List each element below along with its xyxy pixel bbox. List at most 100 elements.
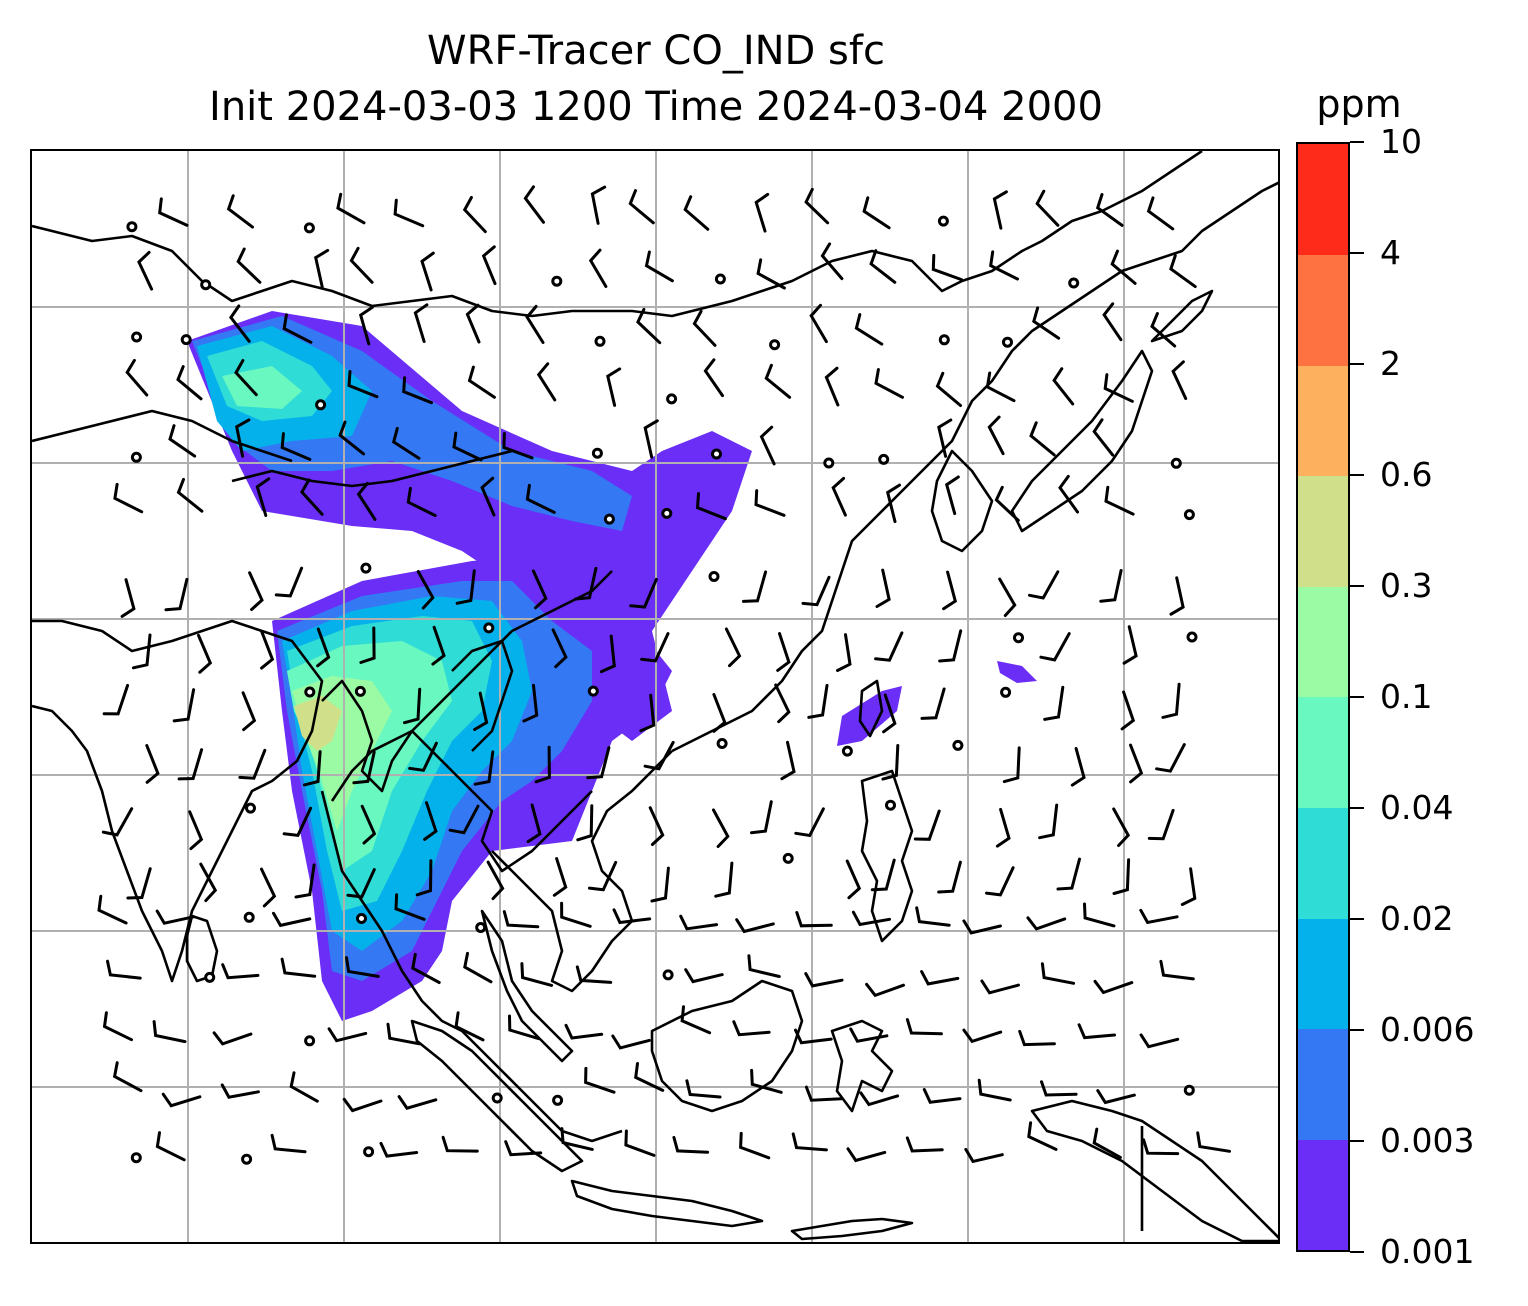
wind-barb <box>274 566 304 598</box>
wind-barb <box>272 911 312 928</box>
wind-barb <box>97 894 128 925</box>
wind-barb <box>137 250 154 291</box>
wind-barb <box>536 362 557 402</box>
wind-barb <box>915 906 951 927</box>
wind-barb <box>1120 690 1136 731</box>
wind-barb <box>481 245 497 286</box>
wind-barb <box>241 691 257 732</box>
wind-barb <box>862 196 891 230</box>
calm-wind-circles <box>126 215 1198 1165</box>
wind-barb <box>851 910 891 927</box>
wind-barb <box>640 632 670 663</box>
calm-wind-marker <box>304 686 316 698</box>
wind-barb <box>531 569 548 610</box>
wind-barb <box>314 248 330 289</box>
colorbar-tick <box>1350 585 1364 587</box>
colorbar-tick <box>1350 474 1364 476</box>
wind-barb <box>639 693 656 733</box>
wind-barb <box>650 866 670 903</box>
wind-barb <box>106 959 142 980</box>
wind-barb <box>467 365 496 399</box>
calm-wind-marker <box>303 222 315 234</box>
wind-barb <box>397 1095 438 1110</box>
wind-barb <box>420 251 435 292</box>
wind-barb <box>220 1083 260 1099</box>
wind-barb <box>1159 959 1195 981</box>
wind-barb <box>590 185 607 225</box>
colorbar-segment <box>1298 697 1348 809</box>
calm-wind-marker <box>356 913 367 924</box>
wind-barb <box>131 633 152 670</box>
wind-barb <box>480 476 496 517</box>
wind-barb <box>525 483 556 514</box>
wind-barb <box>473 691 489 731</box>
calm-wind-marker <box>315 399 327 411</box>
wind-barb <box>280 432 312 461</box>
wind-barb <box>1196 1131 1231 1153</box>
wind-barb <box>712 808 730 848</box>
calm-wind-marker <box>180 334 192 346</box>
wind-barb <box>282 313 313 344</box>
wind-barb <box>1171 360 1188 400</box>
coastlines-and-borders <box>32 151 1278 1242</box>
wind-barb <box>606 367 622 407</box>
calm-wind-marker <box>1000 686 1012 698</box>
wind-barb <box>534 745 551 784</box>
calm-wind-marker <box>241 1153 253 1165</box>
wind-barb <box>750 1068 783 1094</box>
colorbar-tick <box>1350 1140 1364 1142</box>
wind-barb <box>962 1028 1003 1044</box>
wind-barb <box>629 577 658 609</box>
calm-wind-marker <box>130 1152 142 1164</box>
wind-barb <box>831 476 847 517</box>
wind-barb <box>1112 807 1131 847</box>
wind-barb <box>1092 1127 1122 1159</box>
wind-barb <box>920 687 946 720</box>
wind-barb <box>463 951 493 984</box>
wind-barb <box>1040 1080 1078 1097</box>
wind-barb <box>1104 485 1135 516</box>
wind-barb <box>1103 373 1134 403</box>
calm-wind-marker <box>1013 632 1024 644</box>
calm-wind-marker <box>126 221 138 233</box>
wind-barb <box>235 418 251 458</box>
wind-barb <box>1029 421 1056 457</box>
colorbar-tick-label: 2 <box>1380 344 1401 383</box>
wind-barb <box>612 908 652 925</box>
wind-barb <box>794 807 825 838</box>
wind-barb <box>634 1062 665 1092</box>
wind-barb <box>804 972 844 988</box>
wind-barb <box>172 688 196 723</box>
wind-barb <box>120 578 136 618</box>
wind-barb <box>703 358 724 398</box>
wind-barb <box>504 1140 543 1157</box>
colorbar-segment <box>1298 254 1348 366</box>
wind-barb <box>845 859 862 900</box>
wind-barb <box>145 744 160 784</box>
wind-barb <box>454 1011 485 1042</box>
wind-barb <box>776 632 791 672</box>
calm-wind-marker <box>708 571 720 582</box>
wind-barb <box>935 371 962 407</box>
wind-barb <box>1169 254 1197 289</box>
wind-barb <box>255 477 271 517</box>
wind-barb <box>226 194 254 229</box>
wind-barb <box>152 1020 187 1044</box>
wind-barb <box>431 625 446 666</box>
wind-barb <box>346 868 376 899</box>
wind-barb <box>764 363 792 399</box>
wind-barb <box>756 258 786 290</box>
wind-barb <box>648 806 665 846</box>
calm-wind-marker <box>603 513 615 525</box>
wind-barb <box>155 1131 186 1162</box>
wind-barb <box>408 741 438 772</box>
wind-barb <box>1092 418 1115 457</box>
wind-barb <box>199 862 218 903</box>
wind-barb <box>552 857 568 897</box>
wind-barb <box>575 965 613 984</box>
calm-wind-marker <box>304 1035 316 1047</box>
calm-wind-marker <box>661 507 673 519</box>
colorbar-tick <box>1350 918 1364 920</box>
wind-barb <box>473 750 495 786</box>
colorbar <box>1296 142 1350 1252</box>
